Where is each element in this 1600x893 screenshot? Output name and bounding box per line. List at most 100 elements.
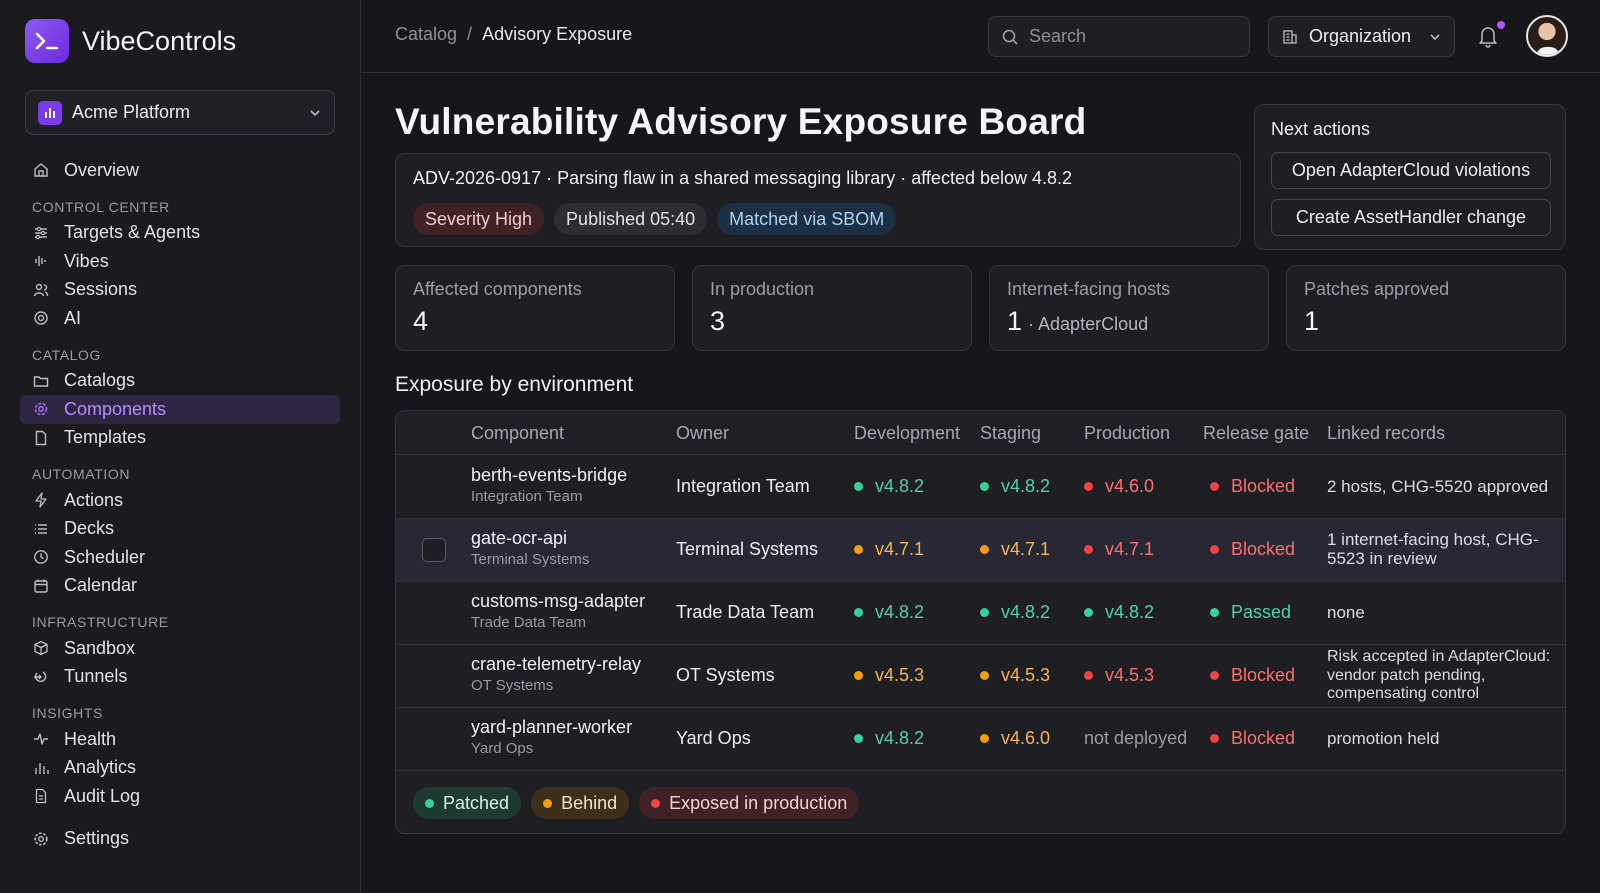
breadcrumb-current: Advisory Exposure (482, 24, 633, 44)
sidebar-nav: Overview CONTROL CENTER Targets & Agents… (20, 156, 340, 853)
owner-cell: OT Systems (676, 665, 775, 685)
sidebar-item-actions[interactable]: Actions (20, 486, 340, 515)
sidebar-item-catalogs[interactable]: Catalogs (20, 367, 340, 396)
column-linked-records[interactable]: Linked records (1327, 423, 1446, 443)
sidebar-item-label: AI (64, 307, 82, 328)
component-team: OT Systems (471, 677, 554, 694)
search-input[interactable]: Search (988, 16, 1250, 57)
sidebar-item-label: Calendar (64, 575, 138, 596)
status-dot-amber (854, 545, 863, 554)
search-placeholder: Search (1029, 26, 1087, 46)
stat-label: In production (710, 279, 815, 299)
breadcrumb: Catalog / Advisory Exposure (395, 24, 632, 45)
sidebar-item-label: Actions (64, 489, 124, 510)
linked-records[interactable]: 2 hosts, CHG-5520 approved (1327, 477, 1549, 496)
sidebar-item-label: Targets & Agents (64, 222, 201, 243)
component-team: Yard Ops (471, 740, 534, 757)
sidebar-item-components[interactable]: Components (20, 395, 340, 424)
sidebar-item-ai[interactable]: AI (20, 304, 340, 333)
component-name[interactable]: berth-events-bridge (471, 465, 628, 485)
column-owner[interactable]: Owner (676, 423, 730, 443)
sidebar-item-label: Analytics (64, 757, 137, 778)
sidebar-item-label: Health (64, 728, 117, 749)
sidebar-item-sessions[interactable]: Sessions (20, 276, 340, 305)
page-title: Vulnerability Advisory Exposure Board (395, 101, 1087, 142)
sidebar-item-overview[interactable]: Overview (20, 156, 340, 185)
owner-cell: Yard Ops (676, 728, 751, 748)
component-name[interactable]: crane-telemetry-relay (471, 654, 642, 674)
sidebar-item-health[interactable]: Health (20, 725, 340, 754)
prod-version: not deployed (1084, 728, 1188, 748)
notification-dot (1497, 21, 1505, 29)
dev-version: v4.8.2 (875, 476, 925, 496)
status-dot-green (1084, 608, 1093, 617)
calendar-icon (34, 579, 48, 593)
component-name[interactable]: yard-planner-worker (471, 717, 633, 737)
status-dot-red (1084, 482, 1093, 491)
status-dot-amber (980, 671, 989, 680)
audio-wave-icon (35, 256, 46, 267)
file-icon (35, 430, 47, 445)
stat-in-production: In production 3 (692, 265, 972, 351)
dev-version: v4.7.1 (875, 539, 925, 559)
create-change-button[interactable]: Create AssetHandler change (1271, 199, 1551, 236)
dev-version: v4.8.2 (875, 728, 925, 748)
owner-cell: Integration Team (676, 476, 810, 496)
workspace-select[interactable]: Acme Platform (25, 90, 335, 135)
legend-label: Exposed in production (669, 793, 848, 813)
breadcrumb-parent[interactable]: Catalog (395, 24, 458, 44)
avatar[interactable] (1526, 15, 1568, 57)
column-staging[interactable]: Staging (980, 423, 1042, 443)
linked-records[interactable]: Risk accepted in AdapterCloud: vendor pa… (1327, 648, 1551, 702)
staging-version: v4.5.3 (1001, 665, 1051, 685)
nav-section-infrastructure: INFRASTRUCTURE (32, 614, 169, 630)
sidebar-item-templates[interactable]: Templates (20, 424, 340, 453)
table-row[interactable]: crane-telemetry-relay OT Systems OT Syst… (396, 645, 1565, 708)
organization-dropdown[interactable]: Organization (1268, 16, 1455, 57)
table-row[interactable]: gate-ocr-api Terminal Systems Terminal S… (396, 519, 1565, 582)
column-component[interactable]: Component (471, 423, 565, 443)
column-production[interactable]: Production (1084, 423, 1171, 443)
status-dot-amber (980, 545, 989, 554)
linked-records[interactable]: 1 internet-facing host, CHG-5523 in revi… (1327, 530, 1539, 568)
status-dot-green (1210, 608, 1219, 617)
staging-version: v4.8.2 (1001, 476, 1051, 496)
lightning-icon (35, 492, 47, 508)
terminal-logo-icon (25, 19, 69, 63)
brand[interactable]: VibeControls (25, 19, 236, 63)
status-dot-green (854, 734, 863, 743)
sidebar-item-audit-log[interactable]: Audit Log (20, 782, 340, 811)
status-dot-amber (854, 671, 863, 680)
prod-version: v4.5.3 (1105, 665, 1155, 685)
sidebar-item-analytics[interactable]: Analytics (20, 754, 340, 783)
brand-name: VibeControls (82, 25, 237, 56)
table-row[interactable]: berth-events-bridge Integration Team Int… (396, 456, 1565, 519)
sidebar-item-decks[interactable]: Decks (20, 515, 340, 544)
component-name[interactable]: gate-ocr-api (471, 528, 568, 548)
sidebar-item-tunnels[interactable]: Tunnels (20, 663, 340, 692)
table-row[interactable]: customs-msg-adapter Trade Data Team Trad… (396, 582, 1565, 645)
row-checkbox[interactable] (422, 538, 446, 562)
sidebar-item-vibes[interactable]: Vibes (20, 247, 340, 276)
column-development[interactable]: Development (854, 423, 961, 443)
column-release-gate[interactable]: Release gate (1203, 423, 1310, 443)
sidebar-item-label: Audit Log (64, 785, 141, 806)
dev-version: v4.5.3 (875, 665, 925, 685)
open-violations-button[interactable]: Open AdapterCloud violations (1271, 152, 1551, 189)
sidebar-item-label: Tunnels (64, 666, 128, 687)
component-name[interactable]: customs-msg-adapter (471, 591, 646, 611)
table-row[interactable]: yard-planner-worker Yard Ops Yard Ops v4… (396, 708, 1565, 771)
stat-value: 4 (413, 306, 429, 336)
stat-internet-facing-hosts: Internet-facing hosts 1 · AdapterCloud (989, 265, 1269, 351)
sidebar-item-settings[interactable]: Settings (20, 825, 340, 854)
exposure-table: Component Owner Development Staging Prod… (395, 410, 1566, 834)
sidebar-item-sandbox[interactable]: Sandbox (20, 634, 340, 663)
sidebar-item-scheduler[interactable]: Scheduler (20, 543, 340, 572)
bell-icon[interactable] (1477, 24, 1499, 48)
linked-records[interactable]: none (1327, 603, 1365, 622)
sidebar-item-targets[interactable]: Targets & Agents (20, 219, 340, 248)
legend-label: Behind (561, 793, 618, 813)
sidebar-item-calendar[interactable]: Calendar (20, 572, 340, 601)
linked-records[interactable]: promotion held (1327, 729, 1440, 748)
breadcrumb-separator: / (467, 24, 473, 44)
